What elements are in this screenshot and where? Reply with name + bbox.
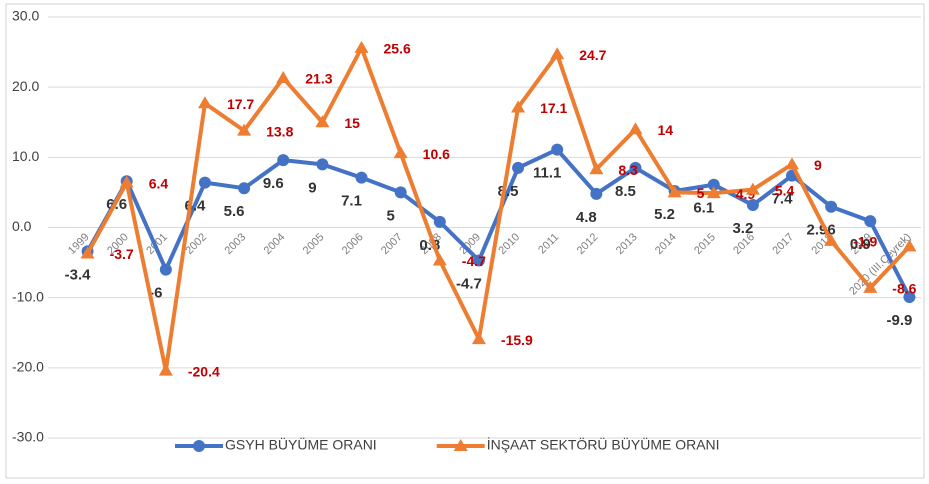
y-tick-label: -30.0 [12,429,44,445]
point-marker [863,280,878,293]
data-label: -4.7 [456,275,482,292]
point-marker [80,246,95,259]
data-label: 5.2 [654,206,675,223]
data-label: 9 [308,179,316,196]
point-marker [393,146,408,159]
point-marker [471,332,486,345]
data-label: 9 [814,157,822,173]
data-label: -8.6 [892,281,916,297]
data-label: 10.6 [423,146,450,162]
data-label: 7.1 [341,193,362,210]
point-marker [745,182,760,195]
y-tick-label: 0.0 [12,218,32,234]
data-label: 9.6 [263,175,284,192]
data-label: 25.6 [384,41,411,57]
point-marker [355,171,368,184]
data-label: -1.9 [853,234,877,250]
point-marker [785,157,800,170]
point-marker [628,122,643,135]
point-marker [433,215,446,228]
point-marker [824,233,839,246]
data-label: 14 [657,122,673,138]
data-label: 5 [697,185,705,201]
point-marker [119,175,134,188]
data-label: 8.3 [618,162,638,178]
legend-label: GSYH BÜYÜME ORANI [225,436,377,453]
point-marker [707,178,720,191]
point-marker [237,123,252,136]
legend-marker [453,439,468,451]
data-label: 11.1 [533,165,561,182]
point-marker [158,363,173,376]
point-marker [706,186,721,199]
legend-marker [193,440,205,452]
point-marker [394,186,407,199]
point-marker [825,200,838,213]
point-marker [512,161,525,174]
point-marker [589,162,604,175]
point-marker [472,254,485,267]
point-marker [277,154,290,167]
data-label: 4.8 [576,209,597,226]
data-label: 8.5 [615,183,636,200]
point-marker [315,115,330,128]
data-label: 3.2 [732,220,753,237]
data-label: 17.1 [540,100,567,116]
data-label: -3.7 [110,246,134,262]
data-label: 8.5 [498,183,519,200]
data-label: 17.7 [227,96,254,112]
y-tick-label: 10.0 [12,148,39,164]
y-tick-label: -20.0 [12,359,44,375]
point-marker [432,253,447,266]
point-marker [667,185,682,198]
point-marker [238,182,251,195]
data-label: 7.4 [772,191,794,208]
point-marker [316,158,329,171]
data-label: 5 [386,207,394,224]
data-label: 6.1 [693,200,714,217]
data-label: -9.9 [887,312,913,329]
data-label: 13.8 [266,123,293,139]
point-marker [590,187,603,200]
data-label: -15.9 [501,332,533,348]
point-marker [903,290,916,303]
data-label: 15 [344,115,360,131]
y-tick-label: -10.0 [12,288,44,304]
y-tick-label: 20.0 [12,78,39,94]
chart-border [5,3,925,479]
data-label: -3.4 [65,266,92,283]
series-line [85,45,911,373]
point-marker [354,40,369,53]
point-marker [902,239,917,252]
legend-label: İNŞAAT SEKTÖRÜ BÜYÜME ORANI [487,436,720,453]
point-marker [276,71,291,84]
data-label: 24.7 [579,47,606,63]
point-marker [197,96,212,109]
point-marker [550,47,565,60]
data-label: -20.4 [188,363,220,379]
point-marker [864,215,877,228]
data-label: 0.9 [850,236,871,253]
data-label: 5.4 [775,182,795,198]
data-label: 5.6 [224,203,245,220]
point-marker [198,176,211,189]
point-marker [511,100,526,113]
point-marker [746,199,759,212]
data-label: 6.4 [149,175,169,191]
y-tick-label: 30.0 [12,8,39,24]
point-marker [159,263,172,276]
point-marker [629,161,642,174]
data-label: -4.7 [462,253,486,269]
data-label: 21.3 [305,71,332,87]
point-marker [551,143,564,156]
